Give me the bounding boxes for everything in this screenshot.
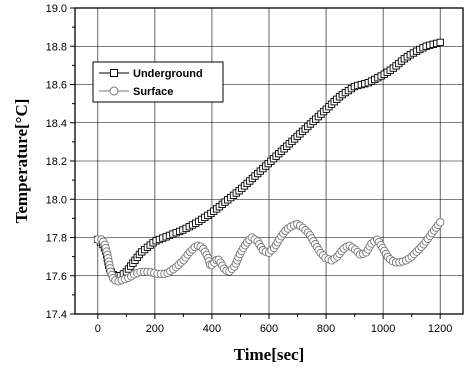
legend: Underground Surface bbox=[92, 61, 224, 103]
legend-label-surface: Surface bbox=[133, 86, 173, 98]
x-tick-label: 0 bbox=[95, 323, 101, 335]
y-tick-label: 18.4 bbox=[46, 118, 67, 130]
y-axis-title: Temperature[°C] bbox=[12, 99, 31, 224]
y-tick-label: 18.0 bbox=[46, 194, 67, 206]
x-tick-label: 200 bbox=[146, 323, 164, 335]
y-tick-label: 18.8 bbox=[46, 41, 67, 53]
series-surface bbox=[93, 218, 445, 286]
series-layer bbox=[93, 38, 445, 286]
data-point-underground bbox=[436, 38, 444, 47]
y-tick-label: 17.8 bbox=[46, 233, 67, 245]
x-tick-label: 1200 bbox=[428, 323, 452, 335]
x-tick-label: 800 bbox=[317, 323, 335, 335]
x-tick-label: 400 bbox=[203, 323, 221, 335]
x-tick-label: 1000 bbox=[371, 323, 395, 335]
y-tick-label: 18.6 bbox=[46, 80, 67, 92]
x-tick-label: 600 bbox=[260, 323, 278, 335]
x-axis-title: Time[sec] bbox=[234, 345, 305, 364]
legend-label-underground: Underground bbox=[133, 68, 203, 80]
y-tick-label: 17.6 bbox=[46, 271, 67, 283]
legend-entry-surface: Surface bbox=[99, 86, 173, 98]
data-point-surface bbox=[436, 218, 445, 227]
y-tick-label: 19.0 bbox=[46, 3, 67, 15]
tick-labels: 0 200 400 600 800 1000 1200 17.4 17.6 17.8 18.0 18.… bbox=[46, 3, 453, 335]
y-tick-label: 18.2 bbox=[46, 156, 67, 168]
legend-entry-underground: Underground bbox=[99, 68, 203, 80]
y-tick-label: 17.4 bbox=[46, 309, 67, 321]
legend-square-icon bbox=[110, 69, 118, 77]
legend-circle-icon bbox=[109, 86, 119, 96]
axis-ticks bbox=[70, 7, 441, 319]
